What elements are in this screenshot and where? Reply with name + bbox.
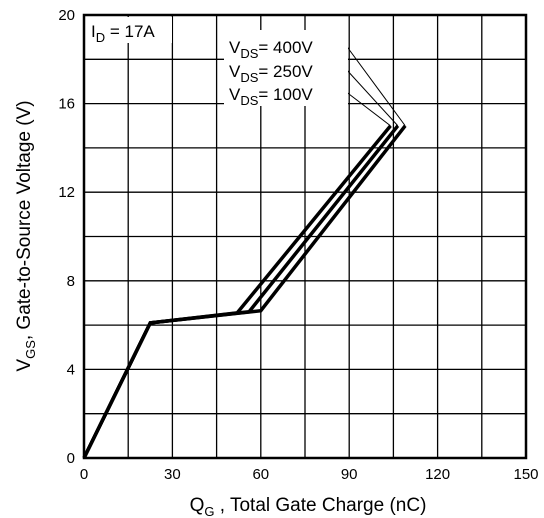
y-tick-label: 12 (58, 184, 75, 201)
y-axis-title: VGS, Gate-to-Source Voltage (V) (14, 100, 38, 371)
x-axis-title: QG , Total Gate Charge (nC) (190, 495, 427, 518)
legend-leader-lines (344, 43, 406, 127)
y-tick-label: 20 (58, 7, 75, 24)
x-tick-label: 120 (425, 466, 450, 483)
y-tick-label: 0 (67, 450, 75, 467)
x-tick-labels: 0 30 60 90 120 150 (80, 466, 539, 483)
legend-label-100v: VDS= 100V (229, 85, 313, 108)
condition-label-bg (86, 17, 172, 43)
x-tick-label: 30 (164, 466, 181, 483)
x-tick-label: 150 (513, 466, 538, 483)
x-tick-label: 60 (252, 466, 269, 483)
leader-line-0 (344, 43, 406, 127)
y-tick-label: 8 (67, 273, 75, 290)
y-tick-label: 16 (58, 96, 75, 113)
legend-label-250v: VDS= 250V (229, 62, 313, 85)
y-tick-label: 4 (67, 361, 75, 378)
plot-frame (82, 13, 528, 460)
leader-line-1 (344, 67, 399, 127)
leader-line-2 (344, 90, 391, 127)
series-line-2 (82, 124, 392, 459)
y-tick-labels: 0 4 8 12 16 20 (58, 7, 75, 467)
legend-label-400v: VDS= 400V (229, 38, 313, 61)
legend-bg (224, 30, 348, 106)
x-tick-label: 0 (80, 466, 88, 483)
series-lines (82, 124, 407, 459)
condition-label: ID = 17A (91, 22, 155, 45)
legend: VDS= 400V VDS= 250V VDS= 100V (224, 30, 348, 108)
x-tick-label: 90 (341, 466, 358, 483)
